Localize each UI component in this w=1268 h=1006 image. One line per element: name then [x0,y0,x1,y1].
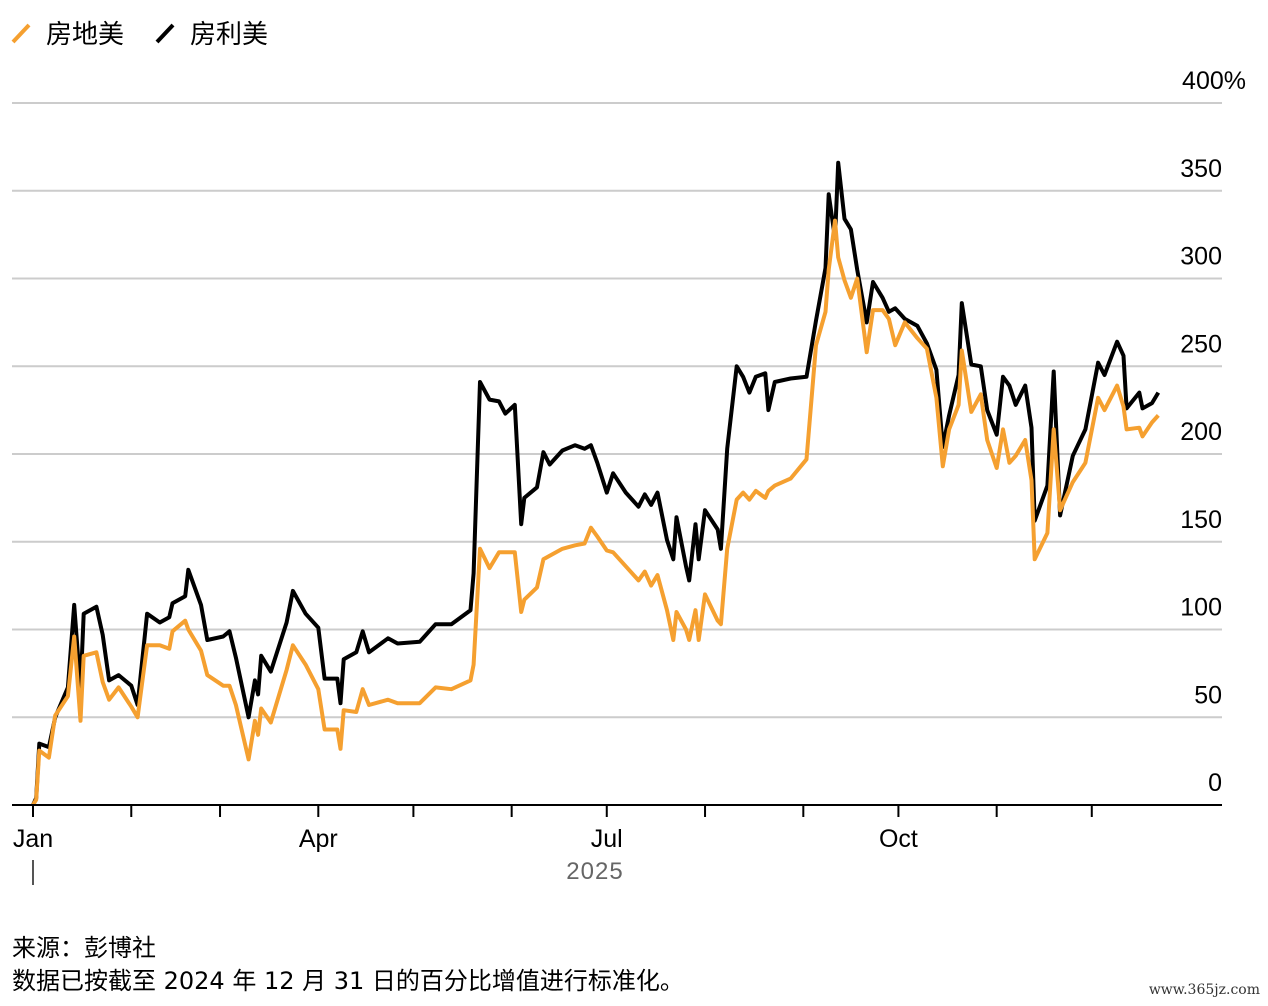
y-tick-label: 0 [1208,769,1222,797]
series-line-fannie-mae [31,160,1161,806]
y-tick-label: 100 [1180,594,1222,622]
legend: 房地美 房利美 [10,14,298,51]
y-tick-label: 50 [1194,681,1222,709]
legend-item-fannie-mae: 房利美 [154,14,268,51]
y-tick-label: 150 [1180,506,1222,534]
y-tick-label: 250 [1180,330,1222,358]
x-tick-label: Oct [879,825,918,853]
y-tick-label: 200 [1180,418,1222,446]
black-line-swatch-icon [155,23,175,43]
orange-line-swatch-icon [11,23,31,43]
x-tick-label: Jan [13,825,53,853]
x-tick-label: Apr [299,825,338,853]
normalization-note: 数据已按截至 2024 年 12 月 31 日的百分比增值进行标准化。 [12,967,684,995]
legend-item-freddie-mac: 房地美 [10,14,124,51]
y-tick-label: 300 [1180,243,1222,271]
watermark: www.365jz.com [1148,982,1260,998]
source-note: 来源：彭博社 [12,934,156,962]
legend-label: 房利美 [190,19,269,49]
y-tick-label: 400% [1182,67,1246,95]
x-axis-year-label: 2025 [566,858,623,885]
y-tick-label: 350 [1180,155,1222,183]
series-line-freddie-mac [31,218,1160,807]
x-tick-label: Jul [591,825,623,853]
legend-label: 房地美 [46,19,125,49]
